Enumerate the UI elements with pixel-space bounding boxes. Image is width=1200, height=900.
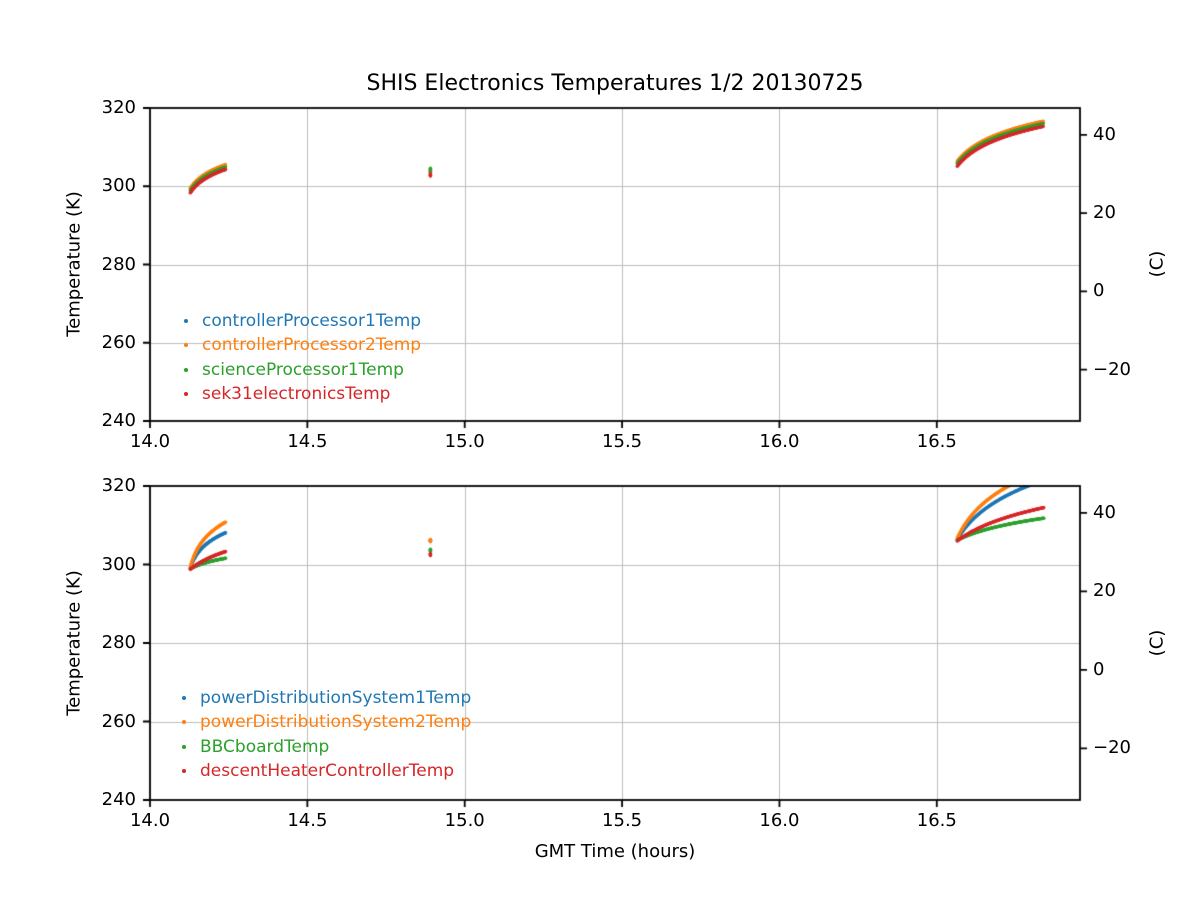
y-tick-label-celsius: −20: [1093, 737, 1131, 759]
y-tick-label-kelvin: 320: [101, 475, 136, 496]
legend-marker-dot: [182, 720, 186, 725]
x-tick-label: 14.5: [287, 431, 328, 452]
y-tick-label-kelvin: 280: [101, 253, 136, 275]
legend-label: scienceProcessor1Temp: [202, 359, 404, 380]
y-tick-label-kelvin: 260: [101, 331, 136, 353]
x-axis-label: GMT Time (hours): [534, 841, 696, 862]
legend-item-BBCboardTemp: BBCboardTemp: [182, 736, 329, 758]
x-tick-label: 15.0: [444, 810, 485, 831]
y-tick-label-kelvin: 240: [101, 789, 136, 810]
y-tick-label-kelvin: 300: [101, 553, 136, 575]
legend-item-sek31electronicsTemp: sek31electronicsTemp: [184, 383, 390, 405]
legend-label: powerDistributionSystem1Temp: [200, 688, 472, 708]
legend-item-descentHeaterControllerTemp: descentHeaterControllerTemp: [182, 760, 454, 782]
x-tick-label: 16.5: [916, 810, 957, 831]
x-tick-label: 14.0: [129, 431, 171, 452]
y-tick-label-celsius: 0: [1093, 658, 1105, 680]
legend-marker-dot: [184, 367, 188, 372]
legend-item-powerDistributionSystem2Temp: powerDistributionSystem2Temp: [182, 711, 471, 733]
y-tick-label-kelvin: 240: [101, 410, 136, 431]
figure-title: SHIS Electronics Temperatures 1/2 201307…: [366, 71, 864, 96]
y-tick-label-celsius: 20: [1093, 580, 1116, 602]
y-tick-label-kelvin: 320: [101, 97, 136, 118]
y-axis-label-celsius-top: (C): [1146, 250, 1168, 278]
y-tick-label-kelvin: 280: [101, 632, 136, 653]
x-tick-label: 16.0: [759, 810, 800, 831]
y-tick-label-kelvin: 260: [101, 710, 136, 732]
legend-label: controllerProcessor1Temp: [202, 311, 422, 331]
y-tick-label-celsius: −20: [1093, 358, 1131, 380]
y-axis-label-kelvin-top: Temperature (K): [63, 191, 85, 337]
y-tick-label-kelvin: 300: [101, 175, 136, 197]
legend-item-powerDistributionSystem1Temp: powerDistributionSystem1Temp: [182, 687, 471, 709]
x-tick-label: 15.5: [602, 431, 643, 452]
legend-label: powerDistributionSystem2Temp: [200, 712, 472, 733]
legend-label: sek31electronicsTemp: [202, 383, 391, 404]
legend-marker-dot: [182, 769, 186, 774]
x-tick-label: 15.5: [602, 810, 643, 831]
y-axis-label-celsius-bottom: (C): [1146, 629, 1168, 657]
y-tick-label-celsius: 0: [1093, 280, 1105, 302]
x-tick-label: 14.5: [287, 810, 328, 831]
y-tick-label-celsius: 20: [1093, 202, 1116, 224]
x-tick-label: 16.0: [759, 431, 800, 452]
legend-item-controllerProcessor1Temp: controllerProcessor1Temp: [184, 310, 421, 332]
legend-label: BBCboardTemp: [200, 736, 330, 757]
y-axis-label-kelvin-bottom: Temperature (K): [63, 570, 85, 716]
legend-item-controllerProcessor2Temp: controllerProcessor2Temp: [184, 334, 421, 356]
legend-marker-dot: [184, 391, 188, 396]
legend-label: descentHeaterControllerTemp: [200, 761, 455, 782]
legend-label: controllerProcessor2Temp: [202, 335, 422, 356]
x-tick-label: 14.0: [129, 810, 171, 831]
legend-item-scienceProcessor1Temp: scienceProcessor1Temp: [184, 359, 404, 381]
legend-marker-dot: [182, 696, 186, 700]
y-tick-label-celsius: 40: [1093, 123, 1116, 145]
legend-marker-dot: [182, 744, 186, 749]
legend-marker-dot: [184, 343, 188, 348]
y-tick-label-celsius: 40: [1093, 501, 1116, 523]
legend-marker-dot: [184, 319, 188, 323]
x-tick-label: 15.0: [444, 431, 485, 452]
x-tick-label: 16.5: [916, 431, 957, 452]
